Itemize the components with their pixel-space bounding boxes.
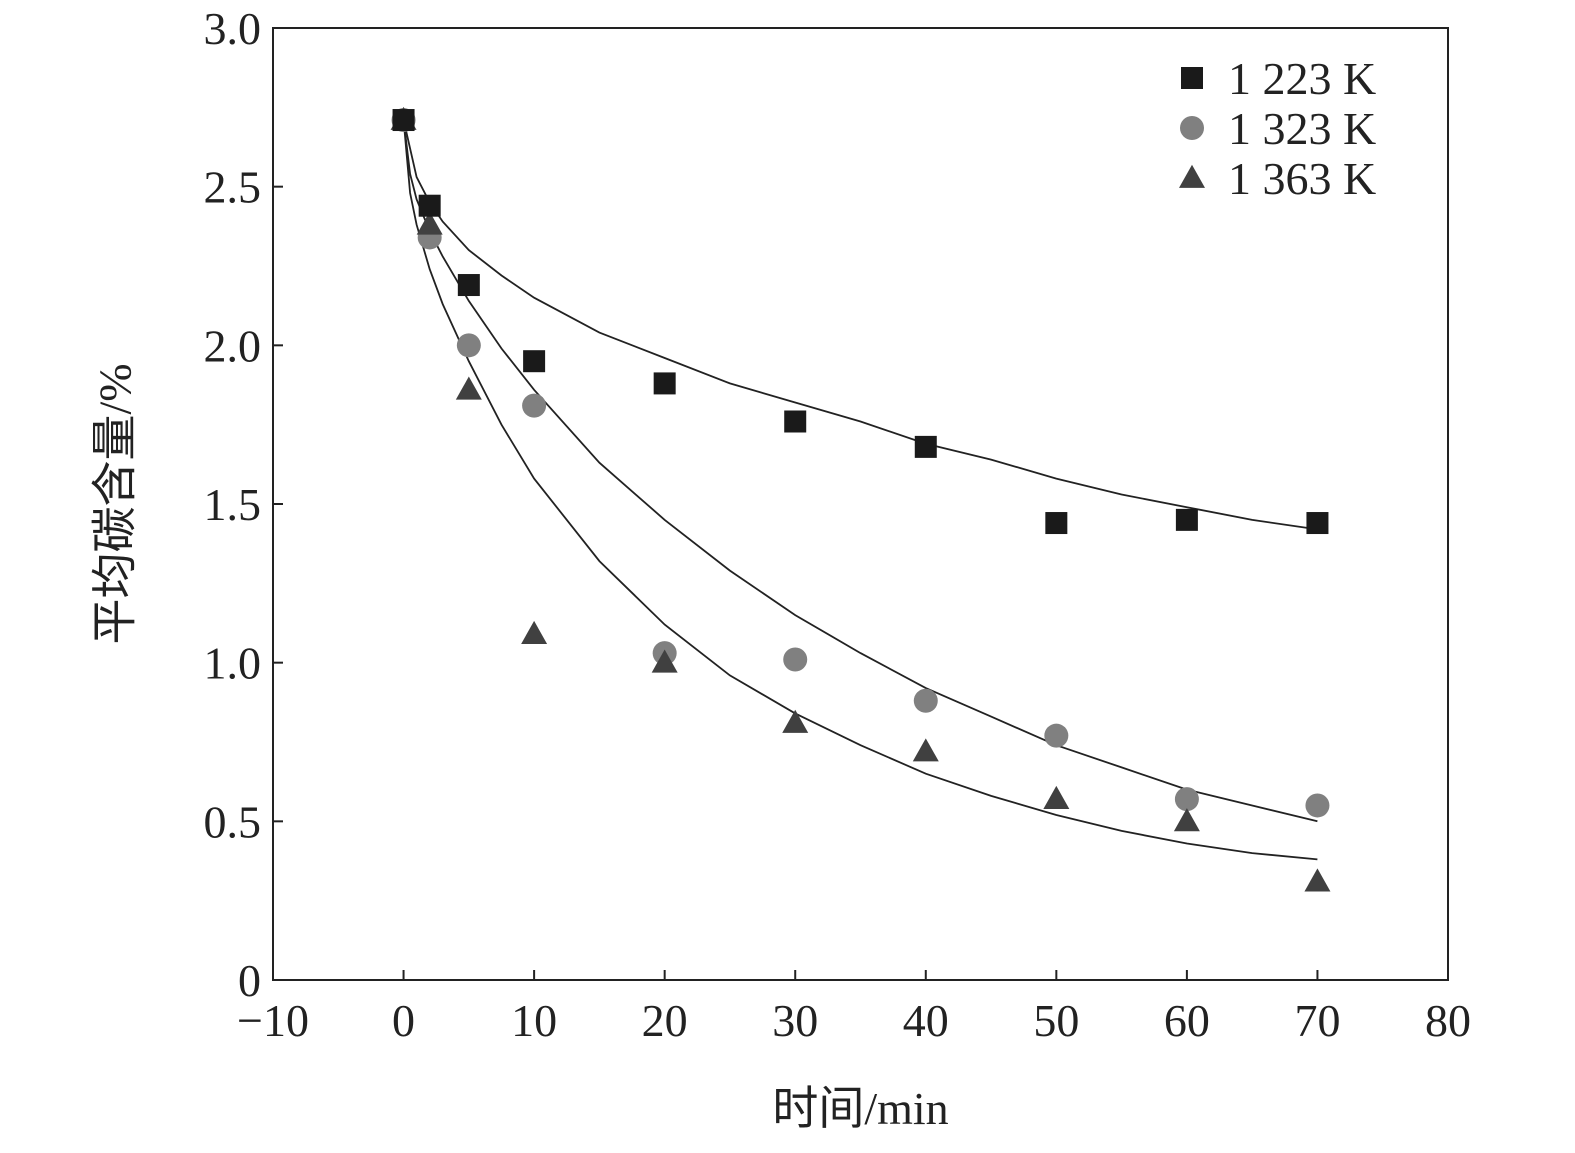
data-point-series-2	[456, 333, 481, 358]
data-point-series-1	[1175, 508, 1198, 531]
y-tick-label: 3.0	[204, 3, 262, 54]
data-point-series-2	[913, 688, 938, 713]
y-tick-label: 0.5	[204, 796, 262, 847]
x-tick-label: 80	[1425, 995, 1471, 1046]
y-tick-label: 0	[238, 955, 261, 1006]
x-tick-label: 40	[903, 995, 949, 1046]
data-point-series-3	[651, 649, 678, 673]
legend-label-1: 1 223 K	[1228, 53, 1376, 104]
data-point-series-3	[455, 376, 482, 400]
x-tick-label: 10	[511, 995, 557, 1046]
data-point-series-3	[1043, 785, 1070, 810]
data-point-series-1	[392, 109, 415, 132]
legend-label-2: 1 323 K	[1228, 103, 1376, 154]
y-tick-label: 2.0	[204, 320, 262, 371]
data-markers	[390, 106, 1331, 892]
legend-marker-3	[1179, 164, 1205, 188]
data-point-series-1	[1306, 512, 1329, 535]
x-tick-label: 30	[772, 995, 818, 1046]
legend-marker-1	[1181, 67, 1203, 89]
y-tick-label: 1.5	[204, 479, 262, 530]
fit-curve-series-1	[402, 119, 1318, 531]
data-point-series-3	[1173, 808, 1200, 832]
y-axis-title: 平均碳含量/%	[90, 363, 141, 644]
data-point-series-1	[653, 372, 676, 395]
x-tick-label: 20	[642, 995, 688, 1046]
x-tick-label: 50	[1033, 995, 1079, 1046]
x-axis-title: 时间/min	[772, 1083, 948, 1134]
data-point-series-1	[784, 410, 807, 433]
data-point-series-3	[782, 709, 809, 733]
data-point-series-2	[522, 393, 547, 418]
y-tick-label: 1.0	[204, 638, 262, 689]
data-point-series-1	[523, 350, 546, 373]
legend-label-3: 1 363 K	[1228, 153, 1376, 204]
data-point-series-2	[1044, 723, 1069, 748]
x-tick-label: 60	[1164, 995, 1210, 1046]
data-point-series-2	[1305, 793, 1330, 818]
data-point-series-3	[416, 211, 443, 235]
fit-curve-series-2	[402, 119, 1318, 823]
data-point-series-1	[1045, 512, 1068, 535]
x-tick-label: −10	[237, 995, 309, 1046]
legend-marker-2	[1180, 116, 1204, 140]
data-point-series-2	[1174, 787, 1199, 812]
data-point-series-3	[521, 620, 548, 645]
data-point-series-1	[457, 274, 480, 297]
fit-curve-series-3	[402, 119, 1318, 861]
x-tick-label: 0	[392, 995, 415, 1046]
fit-curves	[402, 119, 1318, 861]
x-tick-label: 70	[1294, 995, 1340, 1046]
data-point-series-3	[912, 738, 939, 762]
data-point-series-2	[783, 647, 808, 672]
data-point-series-3	[1304, 868, 1331, 892]
data-point-series-1	[914, 435, 937, 458]
y-tick-label: 2.5	[204, 162, 262, 213]
data-point-series-1	[418, 194, 441, 217]
legend: 1 223 K1 323 K1 363 K	[1179, 53, 1376, 204]
